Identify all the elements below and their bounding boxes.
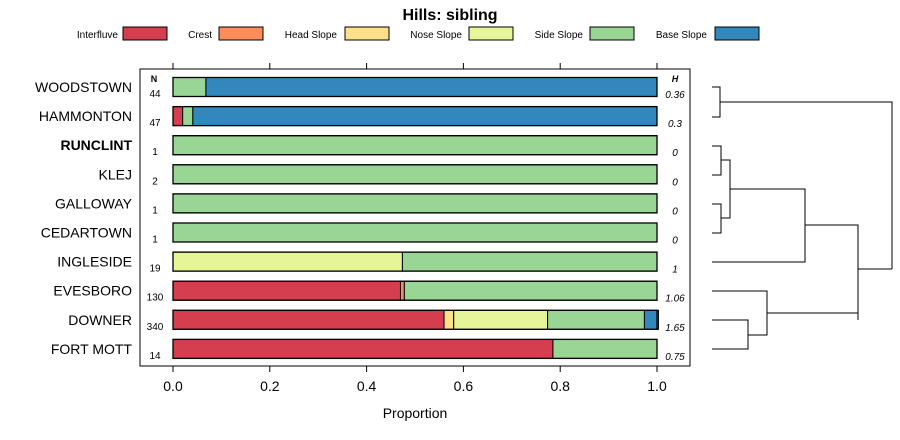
dendrogram-branch <box>712 319 749 350</box>
bar-segment <box>552 338 658 359</box>
legend-swatch <box>218 26 264 41</box>
n-value: 1 <box>152 205 158 216</box>
h-value: 1.65 <box>665 323 685 334</box>
legend-label: Interfluve <box>77 30 119 41</box>
n-value: 1 <box>152 147 158 158</box>
n-value: 130 <box>147 293 164 304</box>
bar-segment <box>172 164 658 185</box>
x-tick-label: 0.2 <box>260 378 280 394</box>
x-axis-label: Proportion <box>383 405 448 421</box>
bar-outline <box>172 309 658 330</box>
h-value: 1.06 <box>665 294 685 305</box>
legend-label: Base Slope <box>656 30 708 41</box>
dendrogram-branch <box>805 224 859 320</box>
h-value: 0.3 <box>668 119 682 130</box>
dendrogram-branch <box>712 290 768 336</box>
category-label: HAMMONTON <box>39 108 132 124</box>
bar-outline <box>172 105 658 127</box>
bar-segment <box>172 193 658 214</box>
legend-swatch <box>468 26 514 41</box>
h-header: H <box>672 74 679 84</box>
bar-segment <box>172 251 403 272</box>
n-value: 1 <box>152 235 158 246</box>
bar-outline <box>172 164 658 185</box>
bar-segment <box>401 251 658 272</box>
category-label: GALLOWAY <box>55 195 133 211</box>
chart-title: Hills: sibling <box>402 7 497 24</box>
legend: Interfluve Crest Head Slope Nose Slope Side … <box>77 26 760 41</box>
dendrogram <box>712 86 893 350</box>
bar-outline <box>172 222 658 243</box>
row-labels: WOODSTOWN 44 0.36 HAMMONTON 47 0.3 RUNCLINT 1 0 K… <box>35 79 685 363</box>
bar-segment <box>403 280 658 301</box>
bar-segment <box>172 338 554 359</box>
bar-segment <box>182 106 194 127</box>
x-tick-label: 1.0 <box>647 378 667 394</box>
n-value: 19 <box>149 264 161 275</box>
bar-segment <box>172 280 401 301</box>
plot-frame <box>139 68 691 367</box>
category-label: EVESBORO <box>53 283 132 299</box>
category-label: DOWNER <box>68 312 132 328</box>
bars <box>172 76 659 360</box>
legend-label: Crest <box>188 30 212 41</box>
legend-swatch <box>589 26 635 41</box>
h-value: 0 <box>672 206 678 217</box>
bar-outline <box>172 251 658 272</box>
n-value: 47 <box>149 118 161 129</box>
bar-outline <box>172 76 658 98</box>
dendrogram-branch <box>712 188 806 263</box>
h-value: 0 <box>672 148 678 159</box>
h-value: 1 <box>672 265 678 276</box>
bar-segment <box>547 309 645 330</box>
dendrogram-branch <box>712 145 722 176</box>
category-label: FORT MOTT <box>51 341 133 357</box>
category-label: WOODSTOWN <box>35 79 132 95</box>
legend-swatch <box>714 26 760 41</box>
h-value: 0 <box>672 236 678 247</box>
legend-swatch <box>122 26 168 41</box>
h-value: 0 <box>672 177 678 188</box>
x-tick-label: 0.0 <box>163 378 183 394</box>
category-label: KLEJ <box>99 166 132 182</box>
n-header: N <box>151 74 158 84</box>
dendrogram-branch <box>720 101 893 269</box>
bar-outline <box>172 280 658 301</box>
bar-outline <box>172 193 658 214</box>
legend-swatch <box>344 26 390 41</box>
n-value: 2 <box>152 176 158 187</box>
dendrogram-branch <box>721 159 731 219</box>
x-tick-label: 0.6 <box>454 378 474 394</box>
h-value: 0.36 <box>665 90 685 101</box>
x-tick-label: 0.4 <box>357 378 377 394</box>
bar-segment <box>172 77 207 97</box>
n-value: 44 <box>149 89 161 100</box>
x-axis: 0.0 0.2 0.4 0.6 0.8 1.0 <box>163 63 667 394</box>
dendrogram-branch <box>712 86 721 118</box>
bar-segment <box>399 280 405 301</box>
category-label: INGLESIDE <box>57 254 132 270</box>
dendrogram-branch <box>712 203 722 234</box>
h-value: 0.75 <box>665 352 685 363</box>
category-label: RUNCLINT <box>60 137 132 153</box>
bar-segment <box>453 309 549 330</box>
legend-label: Nose Slope <box>410 30 462 41</box>
bar-segment <box>443 309 455 330</box>
legend-label: Head Slope <box>285 30 338 41</box>
bar-segment <box>192 106 658 127</box>
bar-segment <box>172 222 658 243</box>
bar-segment <box>205 77 658 97</box>
bar-segment <box>172 135 658 156</box>
n-value: 340 <box>147 322 164 333</box>
bar-segment <box>643 309 659 330</box>
legend-label: Side Slope <box>535 30 584 41</box>
bar-outline <box>172 338 658 360</box>
bar-segment <box>172 106 184 127</box>
x-tick-label: 0.8 <box>550 378 570 394</box>
bar-outline <box>172 135 658 156</box>
n-value: 14 <box>149 351 161 362</box>
bar-segment <box>172 309 445 330</box>
category-label: CEDARTOWN <box>41 225 132 241</box>
